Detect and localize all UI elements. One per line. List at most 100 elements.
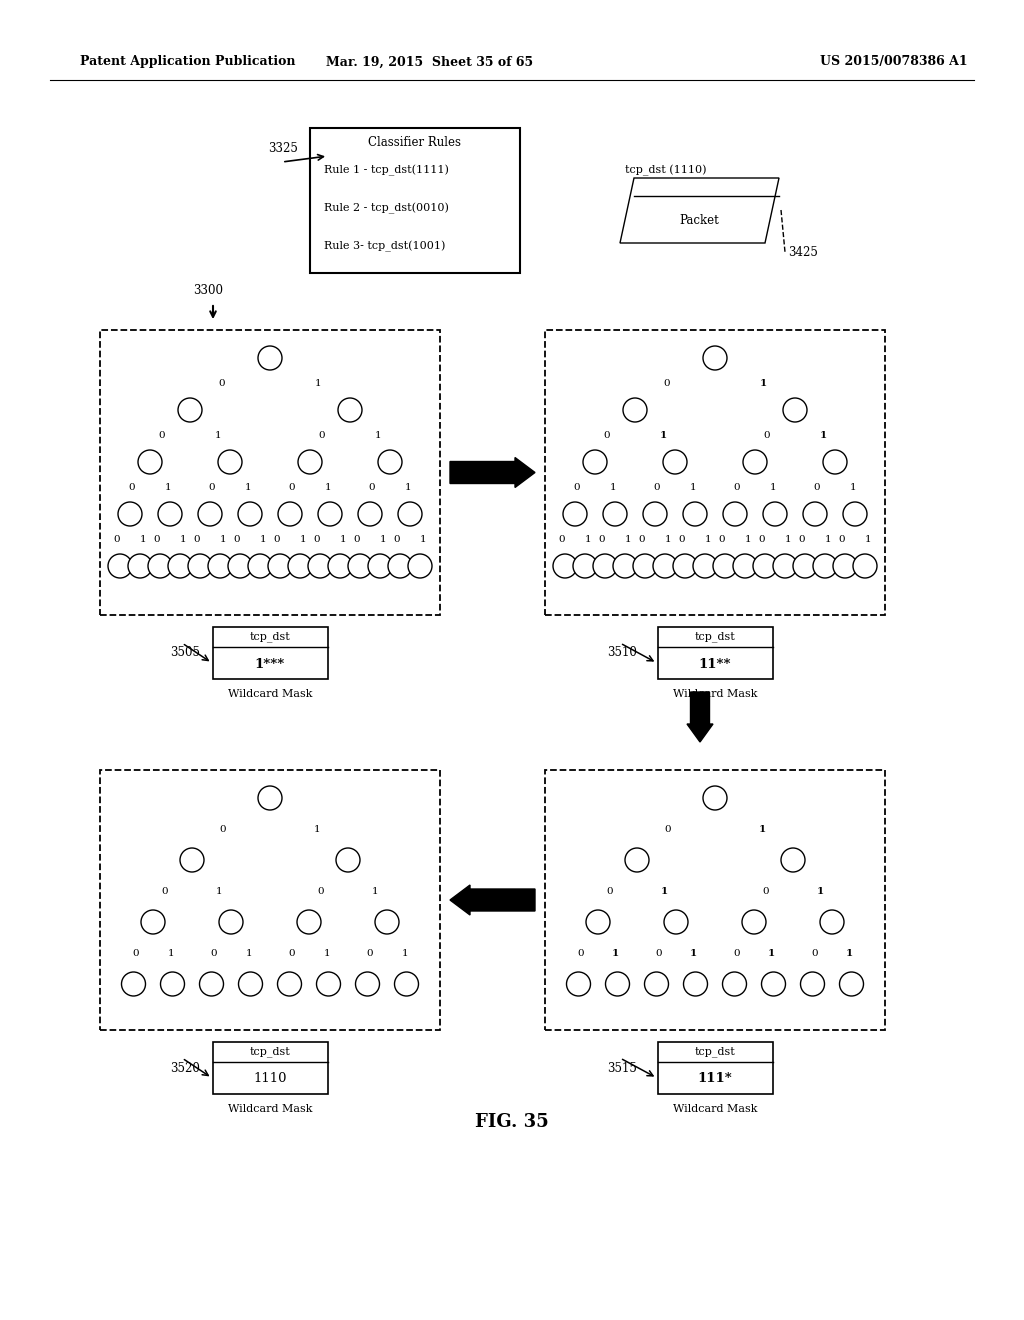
- Text: 1: 1: [744, 536, 752, 544]
- Circle shape: [823, 450, 847, 474]
- Text: 0: 0: [194, 536, 201, 544]
- Text: 3510: 3510: [607, 647, 637, 660]
- Circle shape: [180, 847, 204, 873]
- Circle shape: [188, 554, 212, 578]
- Text: 1: 1: [314, 380, 322, 388]
- Text: 0: 0: [653, 483, 660, 492]
- Text: 0: 0: [366, 949, 373, 957]
- FancyArrow shape: [687, 692, 713, 742]
- Text: 1: 1: [612, 949, 620, 957]
- Circle shape: [623, 399, 647, 422]
- Text: 0: 0: [664, 380, 671, 388]
- Text: 1: 1: [690, 949, 697, 957]
- Circle shape: [663, 450, 687, 474]
- Polygon shape: [620, 178, 779, 243]
- Text: 0: 0: [573, 483, 581, 492]
- Circle shape: [593, 554, 617, 578]
- Circle shape: [408, 554, 432, 578]
- Text: 1: 1: [420, 536, 426, 544]
- Circle shape: [683, 502, 707, 525]
- Circle shape: [566, 972, 591, 997]
- Circle shape: [793, 554, 817, 578]
- Text: 1: 1: [313, 825, 321, 833]
- Text: 0: 0: [369, 483, 376, 492]
- Circle shape: [723, 502, 746, 525]
- Text: tcp_dst: tcp_dst: [694, 632, 735, 643]
- Text: 0: 0: [606, 887, 612, 895]
- Text: Patent Application Publication: Patent Application Publication: [80, 55, 296, 69]
- Text: 0: 0: [764, 432, 770, 441]
- Text: 1: 1: [690, 483, 696, 492]
- Text: 1: 1: [846, 949, 853, 957]
- Text: 11**: 11**: [698, 657, 731, 671]
- Text: 1: 1: [819, 432, 826, 441]
- Text: 1: 1: [216, 887, 223, 895]
- Circle shape: [297, 909, 321, 935]
- Circle shape: [208, 554, 232, 578]
- Bar: [545, 770, 885, 1030]
- Text: 1: 1: [380, 536, 386, 544]
- Circle shape: [781, 847, 805, 873]
- Text: Wildcard Mask: Wildcard Mask: [227, 689, 312, 700]
- Text: 1: 1: [759, 825, 766, 833]
- Circle shape: [348, 554, 372, 578]
- Text: 0: 0: [129, 483, 135, 492]
- Circle shape: [633, 554, 657, 578]
- Text: 1: 1: [179, 536, 186, 544]
- Circle shape: [218, 450, 242, 474]
- Text: 0: 0: [811, 949, 817, 957]
- Bar: [213, 627, 328, 678]
- Text: Wildcard Mask: Wildcard Mask: [227, 1104, 312, 1114]
- Circle shape: [664, 909, 688, 935]
- Text: Packet: Packet: [680, 214, 720, 227]
- Circle shape: [141, 909, 165, 935]
- Text: 0: 0: [353, 536, 360, 544]
- Circle shape: [161, 972, 184, 997]
- Text: FIG. 35: FIG. 35: [475, 1113, 549, 1131]
- Text: Rule 3- tcp_dst(1001): Rule 3- tcp_dst(1001): [324, 240, 445, 252]
- Text: Mar. 19, 2015  Sheet 35 of 65: Mar. 19, 2015 Sheet 35 of 65: [327, 55, 534, 69]
- Text: 0: 0: [762, 887, 769, 895]
- Text: 1: 1: [246, 949, 252, 957]
- Text: 1: 1: [850, 483, 856, 492]
- Text: 0: 0: [132, 949, 138, 957]
- Circle shape: [820, 909, 844, 935]
- Text: 0: 0: [759, 536, 765, 544]
- Text: 1: 1: [220, 536, 226, 544]
- Circle shape: [605, 972, 630, 997]
- Circle shape: [762, 972, 785, 997]
- Text: 1: 1: [300, 536, 306, 544]
- Text: 3505: 3505: [170, 647, 200, 660]
- Circle shape: [573, 554, 597, 578]
- Text: 1: 1: [139, 536, 146, 544]
- Circle shape: [258, 346, 282, 370]
- Text: 1: 1: [760, 380, 767, 388]
- Text: 3300: 3300: [193, 284, 223, 297]
- Circle shape: [801, 972, 824, 997]
- Text: 3325: 3325: [268, 141, 298, 154]
- Circle shape: [108, 554, 132, 578]
- Text: 1: 1: [401, 949, 408, 957]
- Circle shape: [219, 909, 243, 935]
- Text: 1: 1: [260, 536, 266, 544]
- Text: 0: 0: [209, 483, 215, 492]
- Text: 0: 0: [159, 432, 165, 441]
- Circle shape: [813, 554, 837, 578]
- Circle shape: [375, 909, 399, 935]
- Circle shape: [673, 554, 697, 578]
- Bar: [310, 128, 520, 273]
- Circle shape: [553, 554, 577, 578]
- Text: 0: 0: [154, 536, 161, 544]
- Circle shape: [840, 972, 863, 997]
- Circle shape: [358, 502, 382, 525]
- Circle shape: [228, 554, 252, 578]
- Text: 0: 0: [719, 536, 725, 544]
- Text: Rule 1 - tcp_dst(1111): Rule 1 - tcp_dst(1111): [324, 165, 449, 176]
- Text: 0: 0: [288, 949, 295, 957]
- Circle shape: [258, 785, 282, 810]
- Circle shape: [803, 502, 827, 525]
- Circle shape: [200, 972, 223, 997]
- Text: 1: 1: [375, 432, 381, 441]
- Circle shape: [388, 554, 412, 578]
- Text: 1: 1: [770, 483, 776, 492]
